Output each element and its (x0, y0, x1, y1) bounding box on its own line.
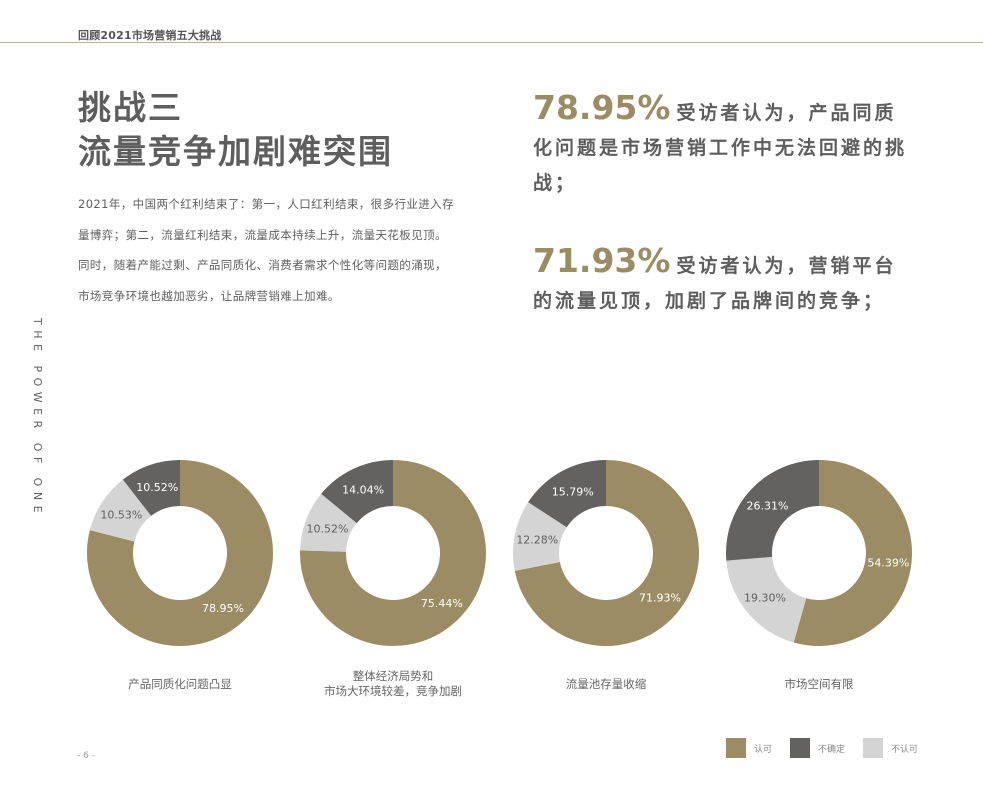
page-title-line2: 流量竞争加剧难突围 (78, 132, 393, 171)
donut-segment (793, 460, 912, 646)
donut-value-label: 19.30% (744, 591, 786, 604)
donut-value-label: 10.53% (100, 509, 142, 522)
donut-segment (87, 460, 273, 646)
donut-segment (321, 460, 393, 524)
donut-segment (300, 493, 357, 552)
chart-legend: 认可 不确定 不认可 (726, 738, 936, 758)
donut-segment (528, 460, 606, 528)
stat-highlight-2: 71.93% 受访者认为，营销平台的流量见顶，加剧了品牌间的竞争； (533, 243, 913, 319)
header-divider (0, 42, 983, 43)
chart-category-label-2: 整体经济局势和 市场大环境较差，竞争加剧 (324, 669, 462, 698)
legend-swatch-agree (726, 738, 746, 758)
donut-value-label: 71.93% (639, 592, 681, 605)
donut-value-label: 75.44% (421, 597, 463, 610)
donut-chart-4: 54.39% 19.30% 26.31% (724, 458, 914, 648)
chart-category-label-1: 产品同质化问题凸显 (128, 677, 232, 691)
page-title: 挑战三 流量竞争加剧难突围 (78, 86, 393, 174)
intro-paragraph: 2021年，中国两个红利结束了：第一，人口红利结束，很多行业进入存量博弈；第二，… (78, 197, 454, 303)
legend-label-disagree: 不认可 (891, 744, 919, 755)
stat-highlight-1: 78.95% 受访者认为，产品同质化问题是市场营销工作中无法回避的挑战； (533, 90, 913, 201)
legend-swatch-unsure (790, 738, 811, 758)
donut-value-label: 10.52% (136, 481, 178, 494)
chart-category-label-3: 流量池存量收缩 (565, 677, 647, 691)
donut-value-label: 78.95% (202, 602, 244, 615)
donut-value-label: 10.52% (306, 522, 348, 535)
donut-segment (726, 556, 807, 643)
donut-segment (514, 460, 699, 646)
donut-segment (300, 460, 486, 646)
donut-segment (726, 460, 819, 561)
donut-segment (513, 502, 567, 571)
legend-label-unsure: 不确定 (818, 744, 846, 755)
donut-chart-1: 78.95% 10.53% 10.52% (85, 458, 275, 648)
header-title: 回顾2021市场营销五大挑战 (78, 29, 222, 42)
donut-segment (89, 479, 152, 542)
legend-label-agree: 认可 (754, 744, 773, 755)
stat-percentage: 78.95% (533, 88, 671, 127)
donut-value-label: 14.04% (342, 484, 384, 497)
chart-category-label-4: 市场空间有限 (784, 677, 854, 691)
stat-text: 受访者认为，产品同质化问题是市场营销工作中无法回避的挑战； (533, 102, 908, 194)
page-title-line1: 挑战三 (78, 88, 183, 127)
vertical-tagline: THE POWER OF ONE (31, 318, 44, 519)
donut-value-label: 54.39% (867, 557, 909, 570)
legend-swatch-disagree (863, 738, 884, 758)
donut-chart-3: 71.93% 12.28% 15.79% (511, 458, 701, 648)
donut-chart-2: 75.44% 10.52% 14.04% (298, 458, 488, 648)
stat-percentage: 71.93% (533, 241, 671, 280)
donut-segment (122, 460, 180, 516)
page-number: - 6 - (77, 751, 95, 761)
donut-value-label: 15.79% (552, 485, 594, 498)
stat-text: 受访者认为，营销平台的流量见顶，加剧了品牌间的竞争； (533, 255, 897, 312)
donut-value-label: 26.31% (747, 500, 789, 513)
donut-value-label: 12.28% (516, 534, 558, 547)
